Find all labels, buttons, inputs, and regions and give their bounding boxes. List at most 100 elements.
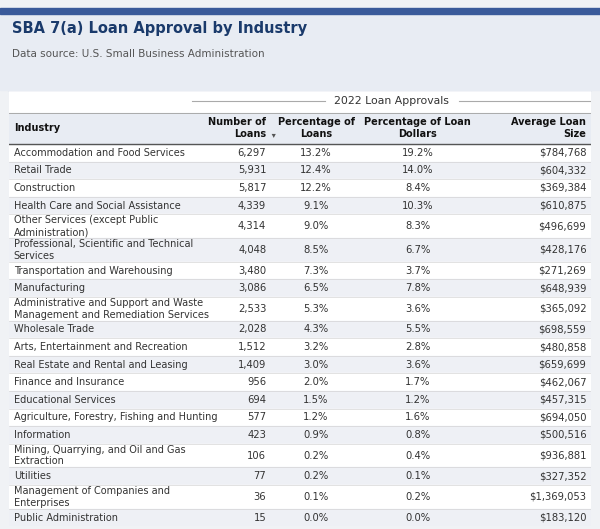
Text: 9.1%: 9.1%: [304, 200, 329, 211]
Text: 8.5%: 8.5%: [304, 245, 329, 255]
Text: Professional, Scientific and Technical
Services: Professional, Scientific and Technical S…: [14, 239, 193, 261]
Text: 3,480: 3,480: [238, 266, 266, 276]
Text: 3.0%: 3.0%: [304, 360, 329, 370]
Bar: [9, 321, 591, 338]
Text: Accommodation and Food Services: Accommodation and Food Services: [14, 148, 185, 158]
Bar: [9, 179, 591, 197]
Bar: [9, 197, 591, 214]
Text: Mining, Quarrying, and Oil and Gas
Extraction: Mining, Quarrying, and Oil and Gas Extra…: [14, 445, 185, 467]
Text: 6.5%: 6.5%: [304, 283, 329, 293]
Text: Arts, Entertainment and Recreation: Arts, Entertainment and Recreation: [14, 342, 187, 352]
Bar: [9, 356, 591, 373]
Text: $659,699: $659,699: [538, 360, 586, 370]
Text: $936,881: $936,881: [539, 451, 586, 461]
Text: 106: 106: [247, 451, 266, 461]
Text: $610,875: $610,875: [539, 200, 586, 211]
Text: 4.3%: 4.3%: [304, 324, 329, 334]
Text: 0.2%: 0.2%: [405, 492, 430, 502]
Text: $500,516: $500,516: [539, 430, 586, 440]
Text: $183,120: $183,120: [539, 513, 586, 523]
Text: $1,369,053: $1,369,053: [529, 492, 586, 502]
Text: 8.3%: 8.3%: [405, 221, 430, 231]
Text: 9.0%: 9.0%: [304, 221, 329, 231]
Bar: [9, 214, 591, 238]
Text: $428,176: $428,176: [539, 245, 586, 255]
Text: 4,339: 4,339: [238, 200, 266, 211]
Text: 14.0%: 14.0%: [402, 166, 434, 176]
Text: Average Loan
Size: Average Loan Size: [511, 117, 586, 139]
Bar: [9, 279, 591, 297]
Text: 3,086: 3,086: [238, 283, 266, 293]
Text: Manufacturing: Manufacturing: [14, 283, 85, 293]
Text: Agriculture, Forestry, Fishing and Hunting: Agriculture, Forestry, Fishing and Hunti…: [14, 413, 217, 422]
Text: 1.7%: 1.7%: [405, 377, 431, 387]
Text: Retail Trade: Retail Trade: [14, 166, 71, 176]
Text: 1.2%: 1.2%: [405, 395, 431, 405]
Text: $462,067: $462,067: [539, 377, 586, 387]
Text: 956: 956: [247, 377, 266, 387]
Text: 3.6%: 3.6%: [405, 304, 430, 314]
Bar: [9, 391, 591, 408]
Text: Public Administration: Public Administration: [14, 513, 118, 523]
Text: 423: 423: [247, 430, 266, 440]
Text: 5.3%: 5.3%: [304, 304, 329, 314]
Text: 6.7%: 6.7%: [405, 245, 431, 255]
Text: 1.5%: 1.5%: [304, 395, 329, 405]
Text: $365,092: $365,092: [539, 304, 586, 314]
Text: 3.2%: 3.2%: [304, 342, 329, 352]
Text: 5.5%: 5.5%: [405, 324, 431, 334]
Text: 1,409: 1,409: [238, 360, 266, 370]
Text: $694,050: $694,050: [539, 413, 586, 422]
Text: $327,352: $327,352: [539, 471, 586, 481]
Text: Real Estate and Rental and Leasing: Real Estate and Rental and Leasing: [14, 360, 187, 370]
Bar: [9, 238, 591, 262]
Text: 2,533: 2,533: [238, 304, 266, 314]
Text: 7.3%: 7.3%: [304, 266, 329, 276]
Text: 36: 36: [254, 492, 266, 502]
Text: 6,297: 6,297: [238, 148, 266, 158]
Text: Transportation and Warehousing: Transportation and Warehousing: [14, 266, 172, 276]
Text: 577: 577: [247, 413, 266, 422]
Text: 8.4%: 8.4%: [405, 183, 430, 193]
Text: 3.6%: 3.6%: [405, 360, 430, 370]
Text: ▾: ▾: [269, 131, 276, 140]
Text: 4,314: 4,314: [238, 221, 266, 231]
Text: $784,768: $784,768: [539, 148, 586, 158]
Bar: [9, 485, 591, 509]
Text: 0.8%: 0.8%: [405, 430, 430, 440]
Text: 694: 694: [247, 395, 266, 405]
Text: $604,332: $604,332: [539, 166, 586, 176]
Text: 10.3%: 10.3%: [402, 200, 434, 211]
Text: 3.7%: 3.7%: [405, 266, 430, 276]
Text: 0.1%: 0.1%: [304, 492, 329, 502]
Text: Construction: Construction: [14, 183, 76, 193]
Text: $369,384: $369,384: [539, 183, 586, 193]
Text: Educational Services: Educational Services: [14, 395, 115, 405]
Text: 1.6%: 1.6%: [405, 413, 431, 422]
Text: 0.2%: 0.2%: [304, 451, 329, 461]
Bar: [9, 113, 591, 144]
Text: Other Services (except Public
Administration): Other Services (except Public Administra…: [14, 215, 158, 237]
Text: 13.2%: 13.2%: [300, 148, 332, 158]
Text: 12.4%: 12.4%: [300, 166, 332, 176]
Text: 2022 Loan Approvals: 2022 Loan Approvals: [334, 96, 449, 106]
Text: 2.0%: 2.0%: [304, 377, 329, 387]
Text: 15: 15: [253, 513, 266, 523]
Text: 19.2%: 19.2%: [402, 148, 434, 158]
Text: Management of Companies and
Enterprises: Management of Companies and Enterprises: [14, 486, 170, 508]
Bar: [9, 338, 591, 356]
Text: 5,931: 5,931: [238, 166, 266, 176]
Text: Industry: Industry: [14, 123, 60, 133]
Text: $698,559: $698,559: [539, 324, 586, 334]
Text: 7.8%: 7.8%: [405, 283, 430, 293]
Text: Percentage of
Loans: Percentage of Loans: [278, 117, 355, 139]
Bar: [9, 426, 591, 444]
Bar: [9, 408, 591, 426]
Bar: [9, 162, 591, 179]
Text: $457,315: $457,315: [539, 395, 586, 405]
Text: Wholesale Trade: Wholesale Trade: [14, 324, 94, 334]
Text: 0.9%: 0.9%: [304, 430, 329, 440]
Text: $271,269: $271,269: [538, 266, 586, 276]
Text: Number of
Loans: Number of Loans: [208, 117, 266, 139]
Text: Information: Information: [14, 430, 70, 440]
